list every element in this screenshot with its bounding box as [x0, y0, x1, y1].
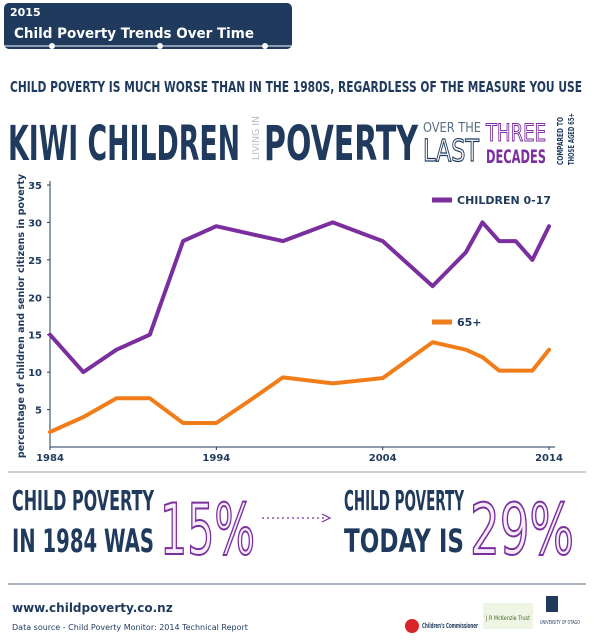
- banner-those-aged: THOSE AGED 65+: [567, 113, 576, 165]
- callout-left-stat: 15%: [160, 489, 255, 571]
- callout-right-stat: 29%: [470, 489, 574, 571]
- arrow-head: [321, 513, 332, 523]
- callout-left-line2: IN 1984 WAS: [12, 522, 154, 560]
- header-year: 2015: [10, 6, 41, 19]
- header-box: [4, 3, 292, 49]
- series-line: [48, 220, 551, 375]
- x-tick-label: 2004: [369, 453, 397, 464]
- callout-right-line2: TODAY IS: [344, 522, 464, 560]
- banner-over-the: OVER THE: [423, 121, 481, 136]
- y-tick-label: 30: [28, 218, 42, 229]
- logo-box: [483, 603, 533, 629]
- callout-left-line1: CHILD POVERTY: [12, 484, 154, 517]
- logo-commissioner: Children's Commissioner: [422, 622, 478, 630]
- x-tick-label: 1984: [36, 453, 64, 464]
- timeline-dot: [157, 43, 163, 49]
- x-tick-label: 1994: [202, 453, 230, 464]
- logo-otago: UNIVERSITY OF OTAGO: [540, 620, 580, 626]
- footer-source: Data source - Child Poverty Monitor: 201…: [12, 623, 248, 632]
- y-tick-label: 5: [35, 406, 42, 417]
- banner-last: LAST: [423, 134, 479, 169]
- callout-right-line1: CHILD POVERTY: [344, 484, 464, 517]
- logo-icon: [405, 619, 419, 633]
- banner-kiwi-children: KIWI CHILDREN: [8, 116, 240, 172]
- headline: CHILD POVERTY IS MUCH WORSE THAN IN THE …: [10, 78, 582, 96]
- banner-compared-to: COMPARED TO: [556, 117, 565, 165]
- timeline-dot: [49, 43, 55, 49]
- legend-label: CHILDREN 0-17: [457, 194, 551, 207]
- logo-trust: J R McKenzie Trust: [485, 615, 530, 622]
- banner-living-in: LIVING IN: [251, 116, 262, 160]
- y-tick-label: 10: [28, 368, 42, 379]
- banner-three: THREE: [485, 119, 546, 147]
- logo-crest: [546, 596, 558, 612]
- banner-decades: DECADES: [486, 146, 546, 168]
- header-title: Child Poverty Trends Over Time: [14, 26, 254, 42]
- legend-label: 65+: [457, 316, 482, 329]
- footer-url[interactable]: www.childpoverty.co.nz: [12, 601, 173, 615]
- y-axis-label: percentage of children and senior citize…: [16, 173, 27, 458]
- y-tick-label: 25: [28, 256, 42, 267]
- timeline-dot: [262, 43, 268, 49]
- x-tick-label: 2014: [535, 453, 563, 464]
- y-tick-label: 20: [28, 293, 42, 304]
- y-tick-label: 35: [28, 181, 42, 192]
- series-line: [48, 340, 551, 434]
- chart: percentage of children and senior citize…: [16, 173, 563, 464]
- y-tick-label: 15: [28, 331, 42, 342]
- banner-poverty: POVERTY: [264, 116, 419, 172]
